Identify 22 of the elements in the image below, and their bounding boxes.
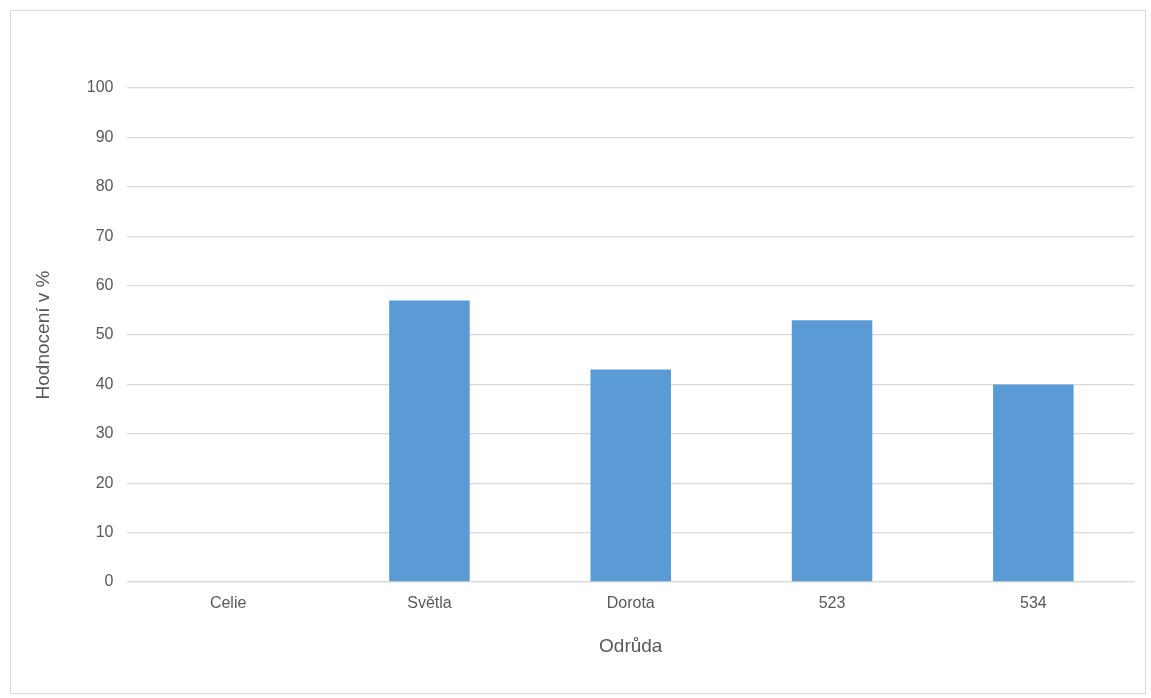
y-tick-label: 60: [95, 276, 114, 294]
x-tick-label: Celie: [209, 594, 247, 612]
bar: [993, 384, 1074, 582]
y-tick-label: 100: [86, 78, 114, 96]
y-axis-title: Hodnocení v %: [31, 270, 53, 400]
y-tick-label: 40: [95, 374, 114, 392]
bar: [590, 369, 672, 582]
y-tick-label: 0: [104, 572, 114, 590]
x-tick-label: Světla: [407, 594, 452, 612]
y-tick-label: 90: [95, 127, 114, 145]
x-axis-title: Odrůda: [599, 634, 663, 656]
y-tick-label: 20: [95, 473, 114, 491]
y-tick-label: 30: [95, 424, 114, 442]
y-tick-label: 80: [95, 177, 114, 195]
y-tick-label: 50: [95, 325, 114, 343]
bar: [791, 320, 873, 582]
x-tick-label: 534: [1020, 594, 1047, 612]
x-tick-label: 523: [818, 594, 846, 612]
bar: [389, 300, 470, 582]
y-tick-label: 70: [95, 226, 114, 244]
x-tick-label: Dorota: [606, 594, 655, 612]
y-tick-label: 10: [95, 523, 114, 541]
